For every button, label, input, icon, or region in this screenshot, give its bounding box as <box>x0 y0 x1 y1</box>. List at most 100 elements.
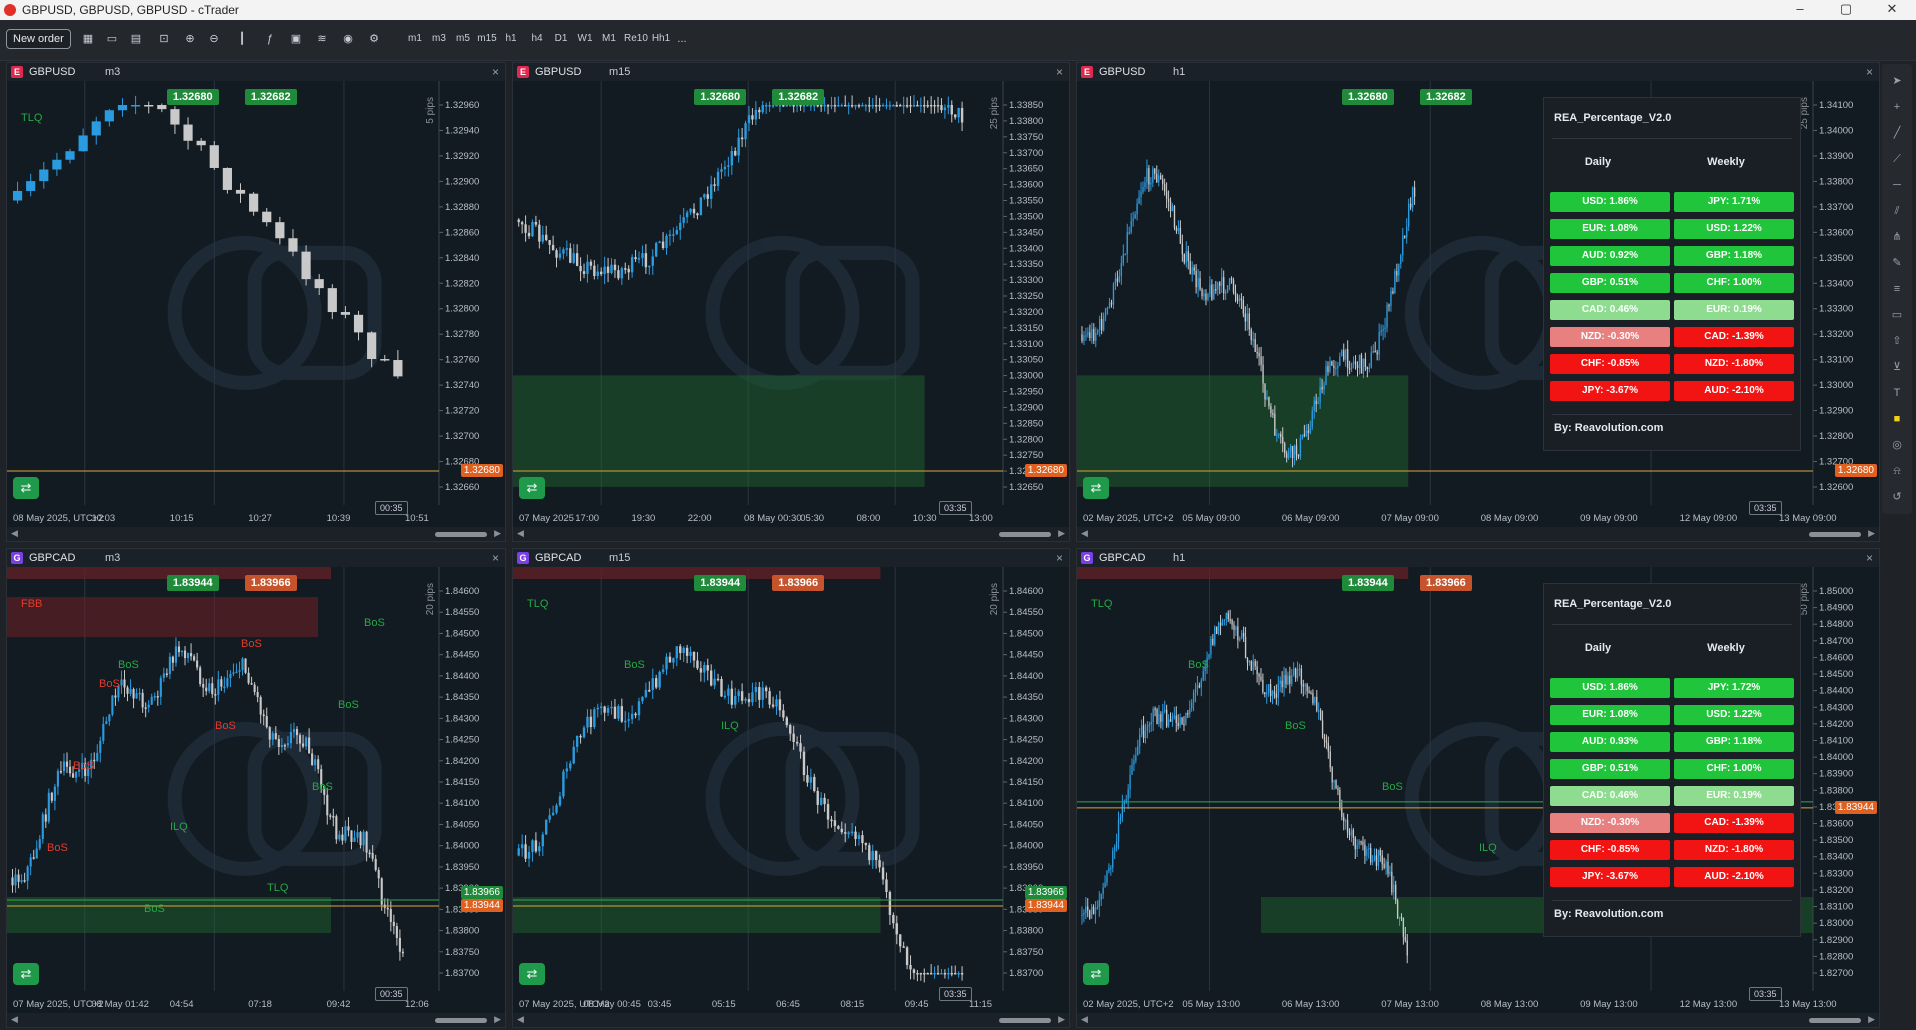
single-chart-icon[interactable]: ▭ <box>106 33 118 45</box>
settings-icon[interactable]: ⚙ <box>369 33 379 45</box>
symbol-selector[interactable]: GBPUSD <box>1099 66 1146 78</box>
price-chart[interactable]: 1.84600 1.84550 1.84500 1.84450 1.84400 1.843… <box>513 567 1069 1013</box>
scroll-right-icon[interactable]: ▶ <box>1868 528 1875 538</box>
minimize-button[interactable]: – <box>1796 1 1804 16</box>
timeframe-h4-button[interactable]: h4 <box>531 33 543 44</box>
alert-bell-icon[interactable]: ⍾ <box>1893 465 1901 477</box>
timeframe-m1-button[interactable]: M1 <box>602 33 616 44</box>
scroll-left-icon[interactable]: ◀ <box>11 1014 18 1024</box>
symbol-selector[interactable]: GBPCAD <box>29 552 76 564</box>
buy-price-button[interactable]: 1.83966 <box>772 575 825 591</box>
visibility-icon[interactable]: ◎ <box>1892 439 1902 451</box>
timeframe-re10-button[interactable]: Re10 <box>624 33 648 44</box>
symbol-selector[interactable]: GBPCAD <box>1099 552 1146 564</box>
scroll-left-icon[interactable]: ◀ <box>517 528 524 538</box>
timeframe-selector[interactable]: m3 <box>105 552 121 564</box>
scroll-left-icon[interactable]: ◀ <box>1081 1014 1088 1024</box>
horizontal-scrollbar[interactable]: ◀ ▶ <box>1077 1013 1879 1027</box>
horizontal-scrollbar[interactable]: ◀ ▶ <box>1077 527 1879 541</box>
crosshair-icon[interactable]: + <box>1893 101 1901 113</box>
close-window-button[interactable]: ✕ <box>1886 1 1898 16</box>
sell-price-button[interactable]: 1.83944 <box>1341 575 1394 591</box>
scroll-thumb[interactable] <box>1809 532 1861 537</box>
indicators-icon[interactable]: ƒ <box>266 33 274 45</box>
pitchfork-icon[interactable]: ⋔ <box>1892 231 1902 243</box>
buy-price-button[interactable]: 1.83966 <box>244 575 297 591</box>
sell-price-button[interactable]: 1.32680 <box>694 89 747 105</box>
timeframe-h1-button[interactable]: h1 <box>505 33 517 44</box>
chart-type-icon[interactable]: ┃ <box>238 33 246 45</box>
close-panel-icon[interactable]: × <box>1865 551 1873 565</box>
buy-price-button[interactable]: 1.32682 <box>772 89 825 105</box>
buy-price-button[interactable]: 1.83966 <box>1419 575 1472 591</box>
timeframe-selector[interactable]: m3 <box>105 66 121 78</box>
scroll-thumb[interactable] <box>999 1018 1051 1023</box>
maximize-button[interactable]: ▢ <box>1839 1 1853 16</box>
horizontal-scrollbar[interactable]: ◀ ▶ <box>513 1013 1069 1027</box>
multi-chart-icon[interactable]: ▤ <box>130 33 142 45</box>
timeframe-selector[interactable]: m15 <box>609 552 631 564</box>
ray-tool-icon[interactable]: ⟋ <box>1893 153 1901 165</box>
symbol-selector[interactable]: GBPUSD <box>535 66 582 78</box>
horizontal-scrollbar[interactable]: ◀ ▶ <box>7 1013 505 1027</box>
sell-price-button[interactable]: 1.83944 <box>694 575 747 591</box>
buy-price-button[interactable]: 1.32682 <box>1419 89 1472 105</box>
arrow-up-icon[interactable]: ⇧ <box>1892 335 1902 347</box>
scroll-right-icon[interactable]: ▶ <box>1868 1014 1875 1024</box>
timeframe-hh1-button[interactable]: Hh1 <box>651 33 671 44</box>
scroll-left-icon[interactable]: ◀ <box>11 528 18 538</box>
rectangle-icon[interactable]: ▭ <box>1891 309 1903 321</box>
scroll-thumb[interactable] <box>1809 1018 1861 1023</box>
zoom-out-icon[interactable]: ⊖ <box>209 33 219 45</box>
cursor-icon[interactable]: ➤ <box>1892 75 1902 87</box>
layers-icon[interactable]: ≋ <box>317 33 327 45</box>
pen-icon[interactable]: ✎ <box>1892 257 1902 269</box>
scroll-right-icon[interactable]: ▶ <box>1058 528 1065 538</box>
quick-trade-icon[interactable]: ⇄ <box>13 963 39 985</box>
symbol-selector[interactable]: GBPUSD <box>29 66 76 78</box>
timeframe-m15-button[interactable]: m15 <box>477 33 497 44</box>
symbol-selector[interactable]: GBPCAD <box>535 552 582 564</box>
buy-price-button[interactable]: 1.32682 <box>244 89 297 105</box>
quick-trade-icon[interactable]: ⇄ <box>13 477 39 499</box>
close-panel-icon[interactable]: × <box>1055 65 1063 79</box>
close-panel-icon[interactable]: × <box>1055 551 1063 565</box>
timeframe-m5-button[interactable]: m5 <box>456 33 470 44</box>
sell-price-button[interactable]: 1.32680 <box>166 89 219 105</box>
price-chart[interactable]: 1.33850 1.33800 1.33750 1.33700 1.33650 1.336… <box>513 81 1069 527</box>
horizontal-line-icon[interactable]: ─ <box>1893 179 1901 191</box>
timeframe-m3-button[interactable]: m3 <box>432 33 446 44</box>
scroll-right-icon[interactable]: ▶ <box>1058 1014 1065 1024</box>
scroll-thumb[interactable] <box>999 532 1051 537</box>
text-tool-icon[interactable]: T <box>1893 387 1901 399</box>
horizontal-scrollbar[interactable]: ◀ ▶ <box>513 527 1069 541</box>
line-tool-icon[interactable]: ╱ <box>1893 127 1901 139</box>
more-timeframes-button[interactable]: ... <box>677 33 687 45</box>
scroll-left-icon[interactable]: ◀ <box>517 1014 524 1024</box>
timeframe-selector[interactable]: h1 <box>1173 552 1186 564</box>
fibonacci-icon[interactable]: ≡ <box>1893 283 1901 295</box>
quick-trade-icon[interactable]: ⇄ <box>1083 963 1109 985</box>
quick-trade-icon[interactable]: ⇄ <box>1083 477 1109 499</box>
price-chart[interactable]: 1.32960 1.32940 1.32920 1.32900 1.32880 1.328… <box>7 81 505 527</box>
cbot-icon[interactable]: ▣ <box>290 33 302 45</box>
timeframe-w1-button[interactable]: W1 <box>577 33 593 44</box>
scroll-thumb[interactable] <box>435 1018 487 1023</box>
measure-icon[interactable]: ⊻ <box>1892 361 1902 373</box>
color-square-icon[interactable]: ■ <box>1893 413 1901 425</box>
chart-mode-icon[interactable]: ⊡ <box>159 33 169 45</box>
horizontal-scrollbar[interactable]: ◀ ▶ <box>7 527 505 541</box>
close-panel-icon[interactable]: × <box>491 551 499 565</box>
history-icon[interactable]: ↺ <box>1892 491 1902 503</box>
timeframe-selector[interactable]: m15 <box>609 66 631 78</box>
sell-price-button[interactable]: 1.83944 <box>166 575 219 591</box>
timeframe-selector[interactable]: h1 <box>1173 66 1186 78</box>
trend-channel-icon[interactable]: ⫽ <box>1894 205 1900 217</box>
timeframe-m1-button[interactable]: m1 <box>408 33 422 44</box>
price-chart[interactable]: 1.84600 1.84550 1.84500 1.84450 1.84400 1.843… <box>7 567 505 1013</box>
quick-trade-icon[interactable]: ⇄ <box>519 963 545 985</box>
zoom-in-icon[interactable]: ⊕ <box>185 33 195 45</box>
close-panel-icon[interactable]: × <box>1865 65 1873 79</box>
watch-eye-icon[interactable]: ◉ <box>343 33 353 45</box>
scroll-left-icon[interactable]: ◀ <box>1081 528 1088 538</box>
